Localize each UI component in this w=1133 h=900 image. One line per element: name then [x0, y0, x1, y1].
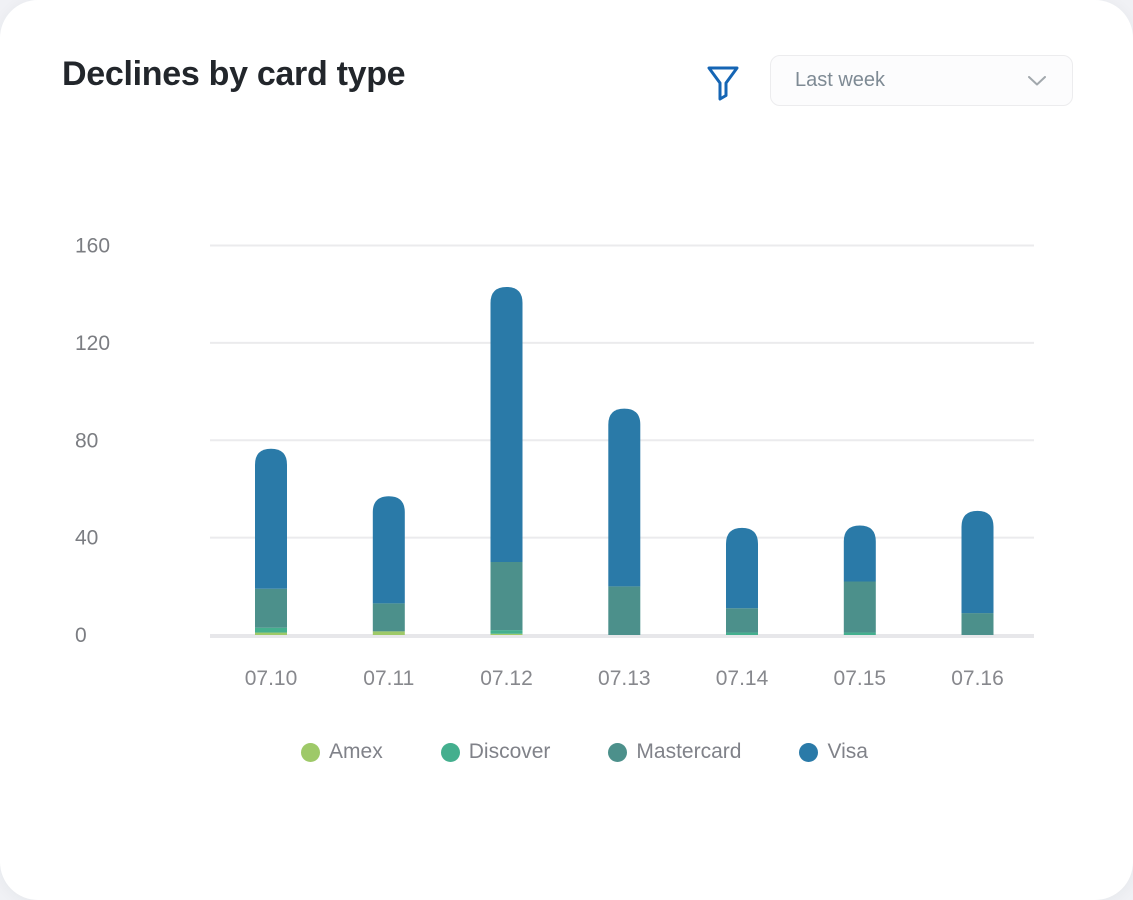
y-tick-label-160: 160	[75, 235, 110, 258]
declines-bar-chart: 0 40 80 120 160 07.10 07.11 07.12 07.13 07.14 07.1…	[75, 235, 1034, 690]
x-tick-label-07.12: 07.12	[480, 667, 533, 690]
legend-label-amex: Amex	[329, 740, 383, 763]
bar-07.13-visa[interactable]	[608, 408, 641, 587]
x-tick-label-07.15: 07.15	[834, 667, 887, 690]
card-header: Declines by card type Last week	[62, 55, 1073, 106]
bar-07.15-discover[interactable]	[843, 632, 876, 635]
x-tick-label-07.10: 07.10	[245, 667, 298, 690]
legend-item-amex[interactable]: Amex	[301, 740, 383, 764]
legend-label-visa: Visa	[827, 740, 868, 763]
bar-07.16-visa[interactable]	[961, 510, 994, 614]
legend-item-mastercard[interactable]: Mastercard	[608, 740, 741, 764]
legend-item-discover[interactable]: Discover	[440, 740, 551, 764]
bar-07.14-discover[interactable]	[726, 632, 758, 635]
bar-07.12-discover[interactable]	[490, 630, 523, 634]
legend-label-mastercard: Mastercard	[636, 740, 742, 763]
bar-07.10-mastercard[interactable]	[255, 588, 287, 628]
legend-dot-mastercard	[608, 742, 628, 762]
funnel-filter-icon	[706, 64, 740, 102]
bar-07.14-mastercard[interactable]	[726, 608, 758, 633]
bar-07.11-visa[interactable]	[372, 496, 405, 604]
x-tick-label-07.11: 07.11	[363, 667, 414, 690]
bar-07.16-mastercard[interactable]	[961, 613, 994, 635]
bar-07.11-amex[interactable]	[372, 631, 405, 635]
chart-legend: Amex Discover Mastercard Visa	[0, 740, 1133, 764]
bar-07.12-amex[interactable]	[490, 633, 523, 635]
x-tick-label-07.13: 07.13	[598, 667, 651, 690]
bar-07.12-mastercard[interactable]	[490, 561, 523, 631]
header-controls: Last week	[704, 55, 1073, 106]
bar-07.11-mastercard[interactable]	[372, 603, 405, 632]
y-tick-label-40: 40	[75, 527, 98, 550]
bar-07.10-visa[interactable]	[255, 448, 287, 589]
legend-dot-discover	[440, 742, 460, 762]
legend-item-visa[interactable]: Visa	[799, 740, 868, 764]
page-title: Declines by card type	[62, 55, 406, 93]
bar-07.14-visa[interactable]	[726, 527, 758, 609]
bar-07.15-visa[interactable]	[843, 525, 876, 582]
x-tick-label-07.14: 07.14	[716, 667, 769, 690]
filter-button[interactable]	[704, 62, 742, 104]
y-tick-label-120: 120	[75, 332, 110, 355]
legend-label-discover: Discover	[468, 740, 551, 763]
y-tick-label-0: 0	[75, 624, 87, 647]
bar-07.10-amex[interactable]	[255, 632, 287, 635]
date-range-select[interactable]: Last week	[770, 55, 1073, 106]
bar-07.10-discover[interactable]	[255, 627, 287, 633]
x-tick-label-07.16: 07.16	[951, 667, 1004, 690]
legend-dot-visa	[799, 742, 819, 762]
chevron-down-icon	[1028, 75, 1046, 86]
bar-07.13-mastercard[interactable]	[608, 586, 641, 635]
bar-07.12-visa[interactable]	[490, 286, 523, 562]
y-tick-label-80: 80	[75, 429, 98, 452]
x-axis-baseline	[210, 634, 1034, 638]
legend-dot-amex	[301, 742, 321, 762]
bar-07.15-mastercard[interactable]	[843, 581, 876, 633]
date-range-value: Last week	[795, 69, 886, 91]
